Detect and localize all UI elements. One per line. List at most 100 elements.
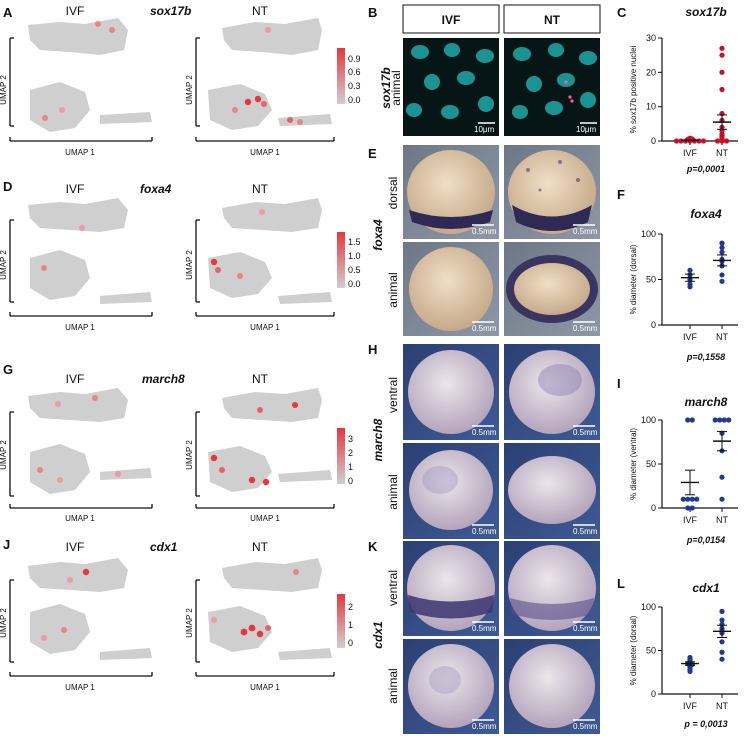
scale-bar-label: 10μm xyxy=(576,125,597,134)
panel-label-k: K xyxy=(368,539,378,554)
data-point xyxy=(687,284,693,290)
y-tick-label: 20 xyxy=(646,67,656,77)
data-point xyxy=(719,474,725,480)
umap-xlabel: UMAP 1 xyxy=(65,148,95,157)
view-label: ventral xyxy=(386,570,400,606)
umap-ivf-plot xyxy=(28,198,152,304)
data-point xyxy=(719,240,725,246)
panel-label-g: G xyxy=(3,362,13,377)
chart-title: sox17b xyxy=(685,5,726,19)
x-tick-label: IVF xyxy=(683,701,698,711)
umap-nt-plot xyxy=(208,558,332,660)
umap-xlabel: UMAP 1 xyxy=(250,323,280,332)
y-tick-label: 0 xyxy=(651,689,656,699)
data-point xyxy=(685,505,691,511)
data-point xyxy=(689,505,695,511)
umap-ivf-plot xyxy=(28,388,152,494)
umap-xlabel: UMAP 1 xyxy=(65,683,95,692)
data-point xyxy=(723,138,730,144)
data-point xyxy=(719,69,725,75)
umap-nt-plot xyxy=(208,18,332,130)
panel-label-a: A xyxy=(3,5,13,20)
x-tick-label: NT xyxy=(716,701,728,711)
colorbar-tick: 0.5 xyxy=(348,265,361,275)
data-point xyxy=(719,649,725,655)
data-point xyxy=(685,417,691,423)
data-point xyxy=(694,496,700,502)
scale-bar-label: 0.5mm xyxy=(573,527,598,536)
colorbar-tick: 0 xyxy=(348,638,353,648)
umap-ylabel: UMAP 2 xyxy=(0,75,8,105)
umap-row-cdx1: J IVF cdx1 NT UMAP 2 UMAP 1 xyxy=(0,537,353,692)
p-value: p=0,0001 xyxy=(686,164,725,174)
panel-label-d: D xyxy=(3,179,12,194)
x-tick-label: NT xyxy=(716,148,728,158)
umap-nt-plot xyxy=(208,388,332,492)
data-point xyxy=(719,45,725,51)
data-point xyxy=(726,417,732,423)
view-label: ventral xyxy=(386,377,400,413)
image-column: B IVF NT sox17b animal 10μm 10μm E foxa4… xyxy=(368,4,601,734)
x-tick-label: NT xyxy=(716,515,728,525)
data-point xyxy=(712,417,718,423)
scale-bar-label: 0.5mm xyxy=(573,624,598,633)
image-gene-label: sox17b xyxy=(379,67,393,108)
data-point xyxy=(719,249,725,255)
umap-nt-plot xyxy=(208,198,332,304)
x-tick-label: IVF xyxy=(683,332,698,342)
scale-bar-label: 0.5mm xyxy=(573,227,598,236)
colorbar xyxy=(337,48,345,104)
umap-gene-title: sox17b xyxy=(150,4,191,18)
umap-ylabel: UMAP 2 xyxy=(185,608,194,638)
data-point xyxy=(685,496,691,502)
umap-title-ivf: IVF xyxy=(66,372,85,386)
scale-bar-label: 0.5mm xyxy=(573,324,598,333)
col-header-nt: NT xyxy=(544,13,561,27)
data-point xyxy=(687,267,693,273)
colorbar-tick: 0.0 xyxy=(348,279,361,289)
panel-label-l: L xyxy=(617,576,625,591)
p-value: p=0,1558 xyxy=(686,352,725,362)
umap-xlabel: UMAP 1 xyxy=(65,323,95,332)
data-point xyxy=(719,639,725,645)
data-point xyxy=(719,278,725,284)
umap-xlabel: UMAP 1 xyxy=(250,514,280,523)
panel-label-i: I xyxy=(617,376,621,391)
view-label: animal xyxy=(386,272,400,307)
data-point xyxy=(689,496,695,502)
umap-ivf-plot xyxy=(28,18,152,132)
chart-title: foxa4 xyxy=(690,207,722,221)
umap-xlabel: UMAP 1 xyxy=(65,514,95,523)
umap-title-ivf: IVF xyxy=(66,182,85,196)
data-point xyxy=(687,668,693,674)
umap-ivf-plot xyxy=(28,558,152,660)
panel-label-b: B xyxy=(368,5,377,20)
colorbar-tick: 1.5 xyxy=(348,237,361,247)
colorbar-tick: 2 xyxy=(348,602,353,612)
data-point xyxy=(719,272,725,278)
data-point xyxy=(719,52,725,58)
umap-xlabel: UMAP 1 xyxy=(250,683,280,692)
y-tick-label: 100 xyxy=(641,229,656,239)
scale-bar-label: 0.5mm xyxy=(573,722,598,731)
scale-bar-label: 0.5mm xyxy=(472,324,497,333)
umap-ylabel: UMAP 2 xyxy=(0,250,8,280)
umap-gene-title: foxa4 xyxy=(140,182,172,196)
umap-column: A IVF sox17b NT UMAP 2 UMAP 1 xyxy=(0,4,361,692)
chart-title: cdx1 xyxy=(692,581,720,595)
y-axis-label: % diameter (dorsal) xyxy=(629,244,638,314)
y-tick-label: 30 xyxy=(646,33,656,43)
chart-column: C F I L sox17b 0 10 20 30 % sox17b positive n… xyxy=(617,5,738,729)
umap-ylabel: UMAP 2 xyxy=(185,440,194,470)
umap-title-nt: NT xyxy=(252,182,269,196)
image-gene-label: foxa4 xyxy=(371,219,385,251)
umap-title-nt: NT xyxy=(252,372,269,386)
y-tick-label: 10 xyxy=(646,102,656,112)
data-point xyxy=(680,496,686,502)
colorbar-tick: 0.9 xyxy=(348,54,361,64)
data-point xyxy=(714,138,721,144)
scale-bar-label: 10μm xyxy=(474,125,495,134)
image-gene-label: march8 xyxy=(371,418,385,461)
colorbar-tick: 2 xyxy=(348,448,353,458)
col-header-ivf: IVF xyxy=(442,13,461,27)
